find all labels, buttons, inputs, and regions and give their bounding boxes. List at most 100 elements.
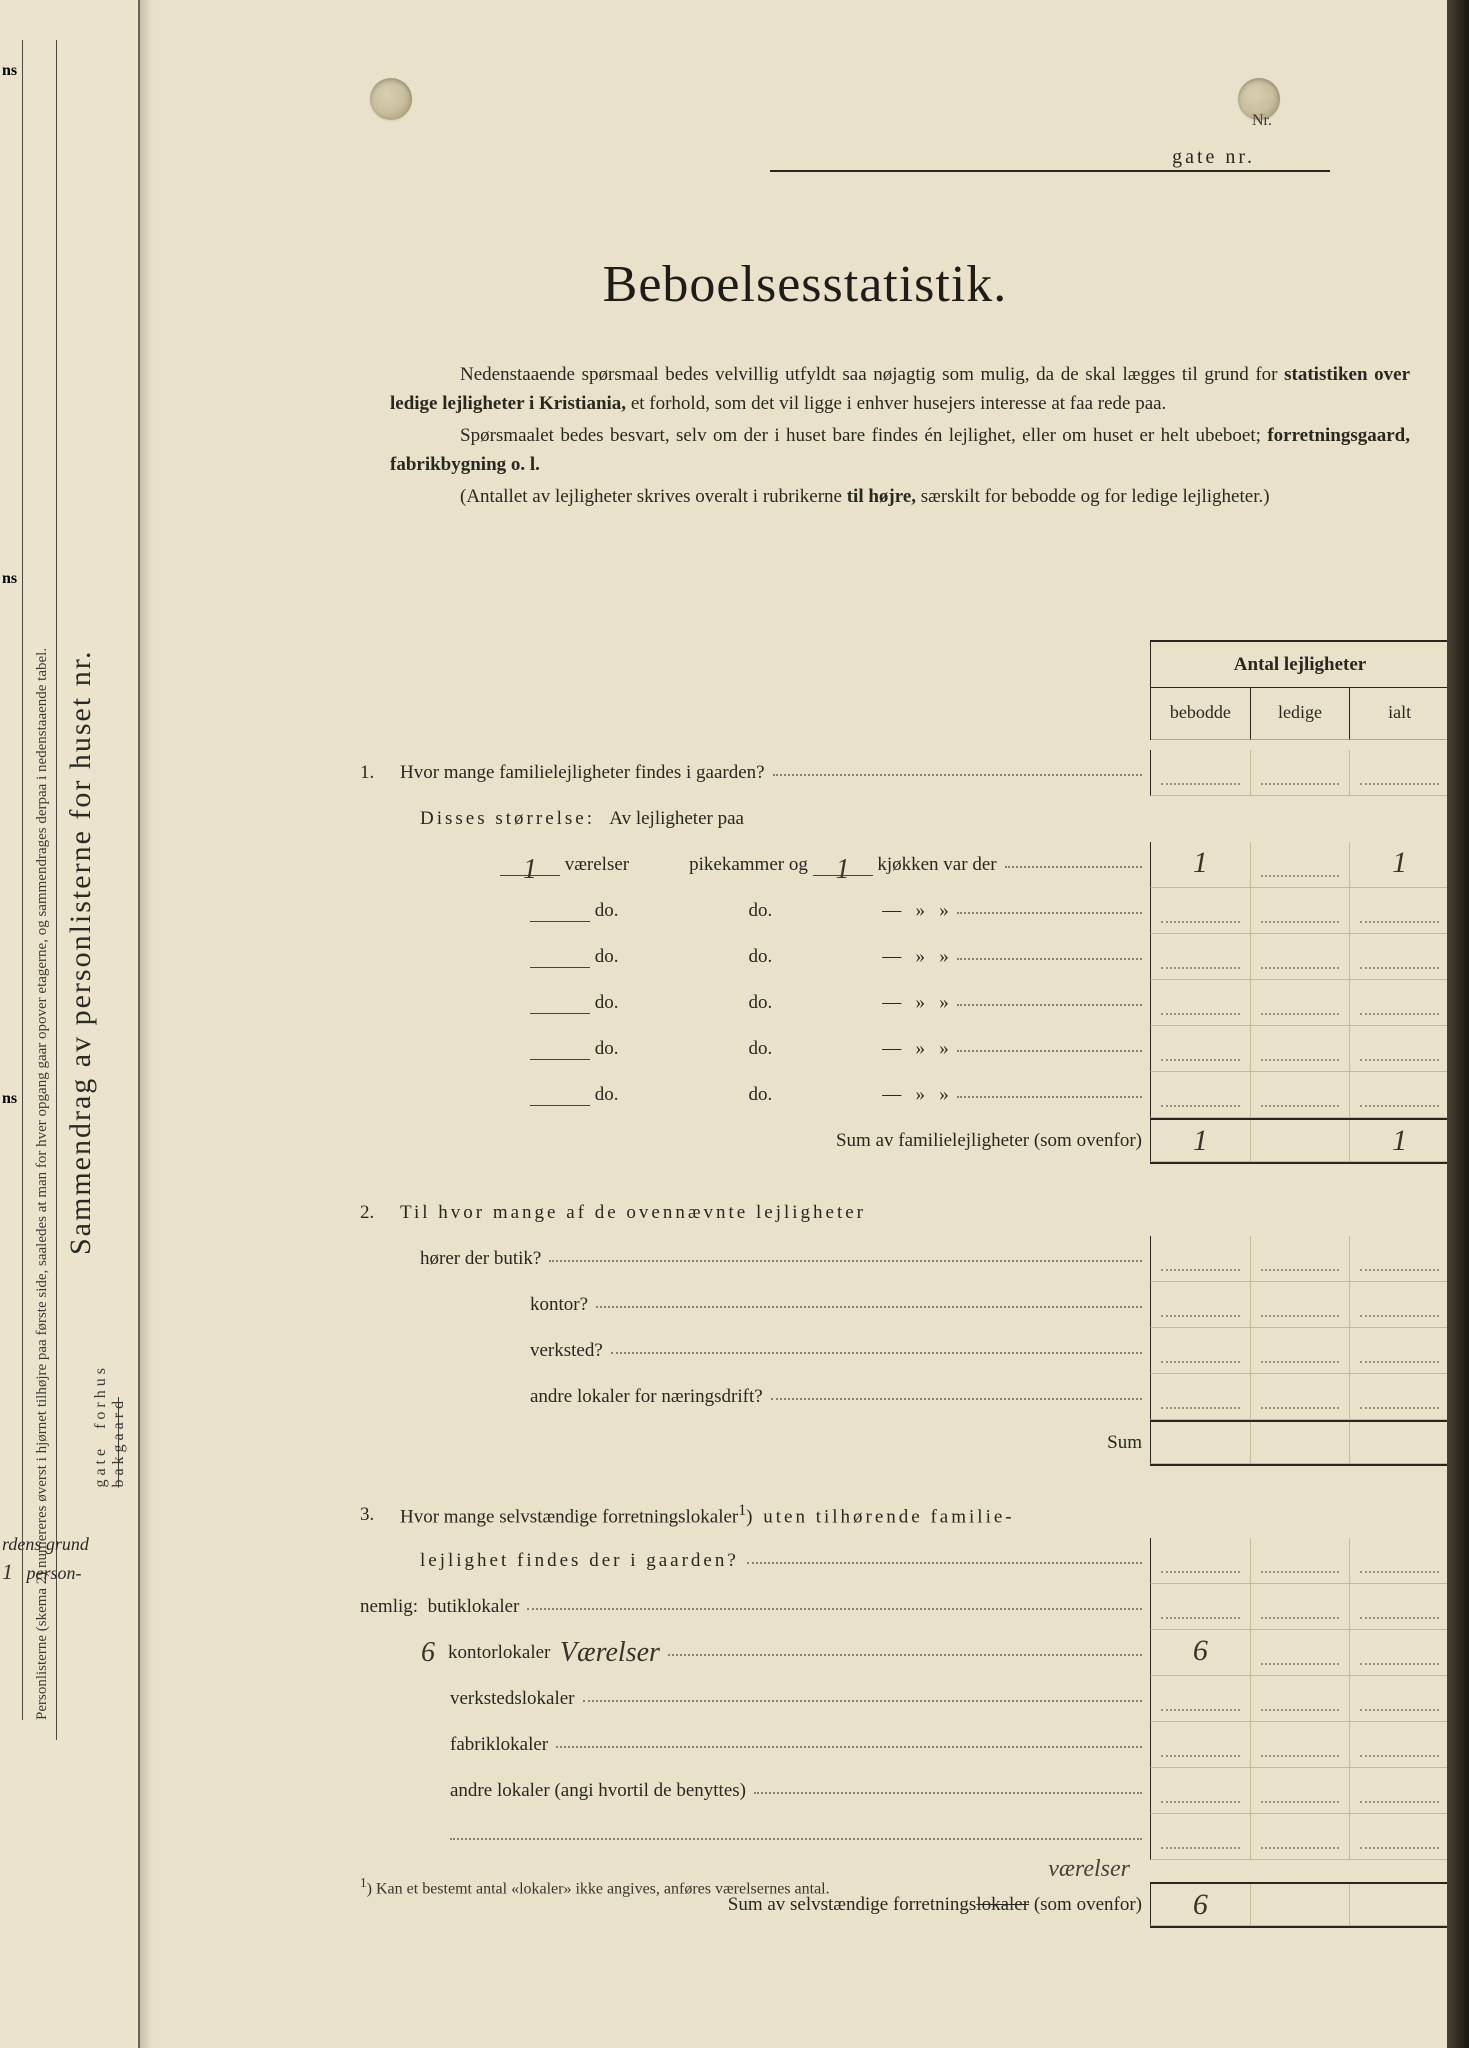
hdr-cells: bebodde ledige ialt — [1150, 688, 1450, 740]
left-stub-3: ns — [2, 1090, 17, 1108]
q1-sum-cells: 1 1 — [1150, 1118, 1450, 1164]
q1-sum-label: Sum av familielejligheter (som ovenfor) — [360, 1130, 1150, 1152]
q3-kontor-extra: Værelser — [560, 1637, 660, 1669]
dash: — — [882, 946, 901, 968]
do: do. — [749, 1038, 773, 1060]
dots — [527, 1600, 1142, 1610]
q3-kontor-cells: 6 — [1150, 1630, 1450, 1676]
footnote-text: ) Kan et bestemt antal «lokaler» ikke an… — [367, 1880, 830, 1897]
q1-sum-p: (som ovenfor) — [1034, 1130, 1142, 1151]
left-gate-label: gate — [92, 1445, 109, 1488]
q3-sum-cell: 6 — [1150, 1884, 1250, 1926]
dots — [596, 1298, 1142, 1308]
left-stub-1: ns — [2, 62, 17, 80]
q1-num: 1. — [360, 762, 400, 784]
quote: » — [939, 900, 949, 922]
questionnaire-grid: Antal lejligheter bebodde ledige ialt 1.… — [360, 640, 1450, 1928]
q1-r1-beb: 1 — [1150, 842, 1250, 888]
q1-sum-beb: 1 — [1150, 1120, 1250, 1162]
dots — [747, 1554, 1142, 1564]
quote: » — [916, 900, 926, 922]
quote: » — [939, 1038, 949, 1060]
dash: — — [882, 900, 901, 922]
gutter-shadow — [140, 0, 152, 2048]
q1-kjok-hand: 1 — [813, 854, 873, 876]
q1-a: Hvor mange — [400, 762, 499, 783]
q2-row2: hører der butik? — [360, 1236, 1450, 1282]
q3-sum-c: (som ovenfor) — [1029, 1894, 1142, 1915]
dots — [549, 1252, 1142, 1262]
intro-p2a: Spørsmaalet bedes besvart, selv om der i… — [460, 425, 1267, 446]
gate-nr-rule — [770, 170, 1330, 172]
q2-num: 2. — [360, 1202, 400, 1224]
q1-r1-cells: 1 1 — [1150, 842, 1450, 888]
q3-row2: lejlighet findes der i gaarden? — [360, 1538, 1450, 1584]
q3-nemlig: nemlig: — [360, 1596, 418, 1618]
q2-kontor-l: kontor? — [530, 1294, 588, 1316]
do: do. — [749, 900, 773, 922]
q3-hand-correction: værelser — [1048, 1856, 1130, 1883]
quote: » — [916, 1084, 926, 1106]
q2-l1: Til hvor mange af de ovennævnte lejlighe… — [400, 1202, 866, 1224]
intro-p1c: et forhold, som det vil ligge i enhver h… — [626, 393, 1166, 414]
do: do. — [595, 1038, 619, 1060]
dots — [773, 766, 1142, 776]
intro-p3b: til højre, — [847, 486, 916, 507]
q3-kontor-cell: 6 — [1150, 1630, 1250, 1676]
q3-kontor-l: kontorlokaler — [448, 1642, 550, 1664]
q3-fabrik: fabriklokaler — [360, 1722, 1450, 1768]
q3-sum-cells: 6 — [1150, 1882, 1450, 1928]
dots — [771, 1390, 1142, 1400]
left-bakgaard: bakgaard — [110, 1397, 127, 1488]
q1-sum-row: Sum av familielejligheter (som ovenfor) … — [360, 1118, 1450, 1164]
intro-p1a: Nedenstaaende spørsmaal bedes velvillig … — [460, 364, 1284, 385]
hdr-top: Antal lejligheter — [1150, 640, 1450, 688]
q1-do-row: do. do. — » » — [360, 934, 1450, 980]
quote: » — [916, 946, 926, 968]
q1-cells — [1150, 750, 1450, 796]
q1-kjok: kjøkken var der — [877, 854, 996, 876]
left-heading: Sammendrag av personlisterne for huset n… — [64, 205, 98, 1255]
q1-disses-label: Disses størrelse: — [420, 808, 595, 830]
do: do. — [749, 1084, 773, 1106]
left-fineprint: Personlisterne (skema 2) numereres øvers… — [34, 80, 51, 1720]
q3-kontor-count: 6 — [408, 1637, 448, 1669]
q1-vaer-hand: 1 — [500, 854, 560, 876]
dash: — — [882, 1038, 901, 1060]
q1-size-row-1: 1 værelser pikekammer og 1 kjøkken var d… — [360, 842, 1450, 888]
q1-r1-ialt: 1 — [1349, 842, 1450, 888]
q2-sum-l: Sum — [360, 1432, 1150, 1454]
footnote-sup: 1 — [360, 1875, 367, 1890]
intro-p3: (Antallet av lejligheter skrives overalt… — [390, 482, 1410, 511]
q3-blank-row — [360, 1814, 1450, 1860]
q3-butik: nemlig: butiklokaler — [360, 1584, 1450, 1630]
left-gate-block: gate forhus bakgaard — [92, 1364, 128, 1488]
q3-cells — [1150, 1676, 1450, 1722]
q2-cells — [1150, 1282, 1450, 1328]
q1-av: Av lejligheter paa — [609, 808, 744, 830]
q2-cells — [1150, 1236, 1450, 1282]
q2-andre-l: andre lokaler for næringsdrift? — [530, 1386, 763, 1408]
q2-sum-cells — [1150, 1420, 1450, 1466]
hdr-ialt: ialt — [1350, 688, 1449, 740]
q3-cells — [1150, 1584, 1450, 1630]
q3-andre-l: andre lokaler (angi hvortil de benyttes) — [450, 1780, 746, 1802]
q3-butik-l: butiklokaler — [428, 1596, 520, 1618]
dots — [957, 1088, 1142, 1098]
q2-verksted: verksted? — [360, 1328, 1450, 1374]
left-forhus: forhus — [92, 1364, 109, 1429]
q3-cells — [1150, 1814, 1450, 1860]
left-heading-text: Sammendrag av personlisterne for huset n… — [64, 649, 97, 1255]
do-cells — [1150, 934, 1450, 980]
q1-vaer: værelser — [565, 854, 629, 876]
intro-p2: Spørsmaalet bedes besvart, selv om der i… — [390, 421, 1410, 480]
corner-nr: Nr. — [1252, 112, 1272, 130]
left-cut-text: rdens grund 1 person- — [2, 1532, 89, 1588]
dots — [957, 1042, 1142, 1052]
do: do. — [595, 992, 619, 1014]
q1-disses: Disses størrelse: Av lejligheter paa — [360, 796, 1450, 842]
q3-1c: ) uten tilhørende familie- — [746, 1506, 1014, 1527]
intro-p3c: særskilt for bebodde og for ledige lejli… — [916, 486, 1270, 507]
q3-cells — [1150, 1768, 1450, 1814]
q1-c: findes i gaarden? — [630, 762, 765, 783]
